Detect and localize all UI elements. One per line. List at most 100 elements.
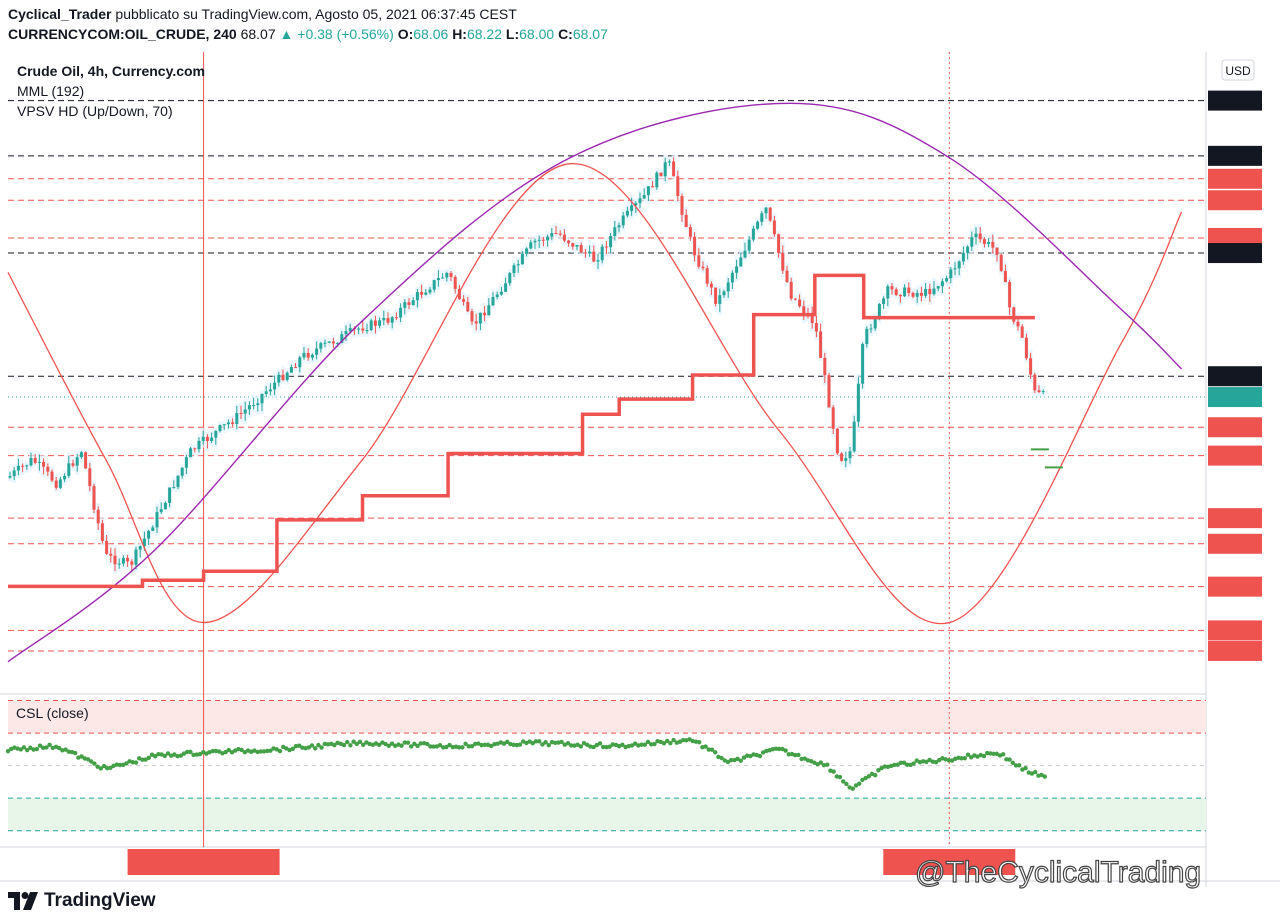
candle-body: [924, 288, 928, 296]
csl-point: [239, 747, 244, 753]
csl-point: [431, 744, 436, 749]
candle-body: [495, 294, 499, 298]
candle-body: [508, 273, 512, 284]
csl-point: [597, 741, 603, 746]
candle-body: [957, 261, 961, 269]
price-chart[interactable]: Crude Oil, 4h, Currency.com MML (192) VP…: [0, 52, 1280, 890]
candle-body: [764, 207, 768, 214]
price-level-tag: [1208, 168, 1262, 189]
csl-point: [1004, 757, 1009, 762]
candle-body: [617, 225, 621, 228]
candle-body: [415, 292, 419, 301]
candle-body: [865, 328, 869, 345]
candle-body: [285, 372, 289, 380]
candle-body: [898, 294, 902, 297]
csl-point: [98, 766, 104, 771]
csl-point: [79, 754, 84, 759]
candle-body: [197, 440, 201, 450]
tradingview-logo-text: TradingView: [44, 890, 156, 911]
price-level-tag: [1208, 508, 1262, 529]
csl-point: [965, 752, 971, 757]
csl-point: [639, 742, 644, 747]
csl-point: [332, 742, 337, 748]
csl-point: [901, 760, 907, 765]
csl-point: [66, 749, 72, 754]
price-level-tag: [1208, 145, 1262, 166]
candle-body: [541, 239, 545, 241]
candle-body: [449, 272, 453, 277]
csl-point: [505, 739, 510, 745]
csl-point: [591, 744, 596, 750]
candle-body: [247, 405, 251, 410]
csl-point: [418, 741, 423, 746]
author-name[interactable]: Cyclical_Trader: [8, 6, 112, 22]
candle-body: [407, 302, 411, 305]
candle-body: [37, 461, 41, 463]
candle-body: [966, 246, 970, 253]
candle-body: [550, 233, 554, 237]
candle-body: [642, 195, 646, 199]
csl-point: [140, 757, 145, 762]
candle-body: [579, 244, 583, 253]
candle-body: [936, 286, 940, 289]
candle-body: [172, 487, 176, 489]
candle-body: [810, 313, 814, 323]
candle-body: [739, 257, 743, 267]
csl-point: [28, 745, 33, 750]
price-level-tag: [1208, 243, 1262, 264]
csl-point: [409, 744, 414, 749]
csl-point: [681, 737, 686, 743]
candle-body: [96, 509, 100, 524]
watermark: @TheCyclicalTrading: [914, 855, 1202, 889]
candle-body: [974, 233, 978, 238]
candle-body: [243, 409, 247, 414]
tradingview-logo[interactable]: TradingView: [8, 890, 156, 912]
csl-point: [399, 743, 404, 748]
csl-point: [25, 747, 30, 753]
csl-point: [629, 743, 635, 748]
csl-point: [511, 742, 516, 748]
currency-button[interactable]: [1221, 59, 1255, 81]
price-level-tag: [1208, 90, 1262, 111]
time-tag-2: [883, 849, 1016, 875]
candle-body: [378, 320, 382, 326]
csl-point: [229, 750, 235, 755]
csl-point: [92, 761, 97, 766]
csl-point: [873, 772, 878, 778]
open-label: O:: [397, 26, 414, 42]
candle-body: [483, 312, 487, 316]
candle-body: [798, 299, 802, 307]
csl-point: [860, 777, 865, 783]
csl-point: [709, 747, 715, 752]
csl-point: [850, 786, 855, 791]
csl-point: [341, 742, 347, 748]
publish-line: Cyclical_Trader pubblicato su TradingVie…: [8, 6, 517, 22]
csl-point: [73, 750, 78, 756]
candle-body: [163, 502, 167, 510]
high-value: 68.22: [466, 26, 503, 42]
candle-body: [138, 546, 142, 550]
candle-body: [54, 480, 58, 488]
csl-point: [34, 746, 39, 752]
csl-point: [546, 742, 551, 748]
candle-body: [882, 298, 886, 305]
csl-point: [124, 761, 129, 766]
csl-point: [898, 760, 903, 765]
candle-body: [978, 233, 982, 240]
candle-body: [844, 458, 848, 461]
price-level-tag: [1208, 387, 1262, 408]
candle-body: [457, 288, 461, 300]
csl-point: [441, 745, 446, 750]
tradingview-logo-icon: [8, 892, 38, 910]
candle-body: [533, 240, 537, 243]
candle-body: [512, 265, 516, 274]
candle-body: [1008, 282, 1012, 308]
csl-point: [533, 739, 539, 744]
candle-body: [390, 317, 394, 323]
candle-body: [50, 471, 54, 481]
candle-body: [1003, 270, 1007, 283]
chart-header: Cyclical_Trader pubblicato su TradingVie…: [0, 0, 1280, 48]
candle-body: [877, 304, 881, 319]
csl-point: [463, 741, 468, 746]
candle-body: [1020, 326, 1024, 338]
